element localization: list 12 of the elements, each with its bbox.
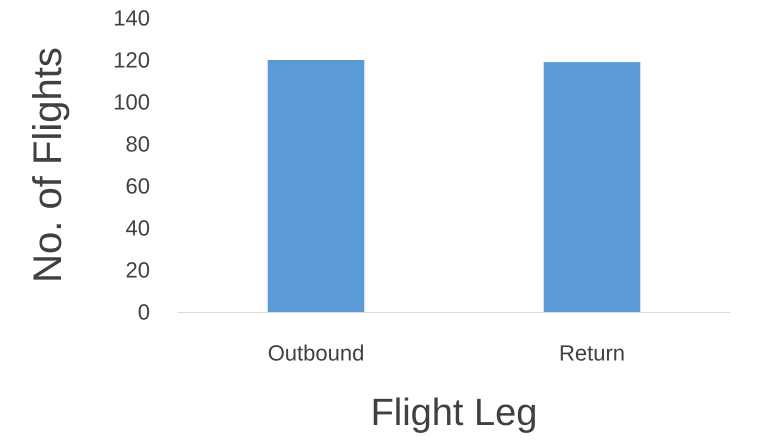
y-tick-label: 0 <box>138 300 150 324</box>
y-axis-title: No. of Flights <box>26 47 70 283</box>
y-tick-label: 20 <box>126 258 150 282</box>
y-tick-label: 100 <box>113 90 150 114</box>
x-tick-label: Return <box>558 340 626 366</box>
y-tick-label: 40 <box>126 216 150 240</box>
y-tick-label: 60 <box>126 174 150 198</box>
x-tick-label: Outbound <box>268 340 364 366</box>
y-tick-label: 120 <box>113 48 150 72</box>
y-tick-label: 80 <box>126 132 150 156</box>
y-tick-label: 140 <box>113 6 150 30</box>
x-axis-title: Flight Leg <box>370 392 538 434</box>
